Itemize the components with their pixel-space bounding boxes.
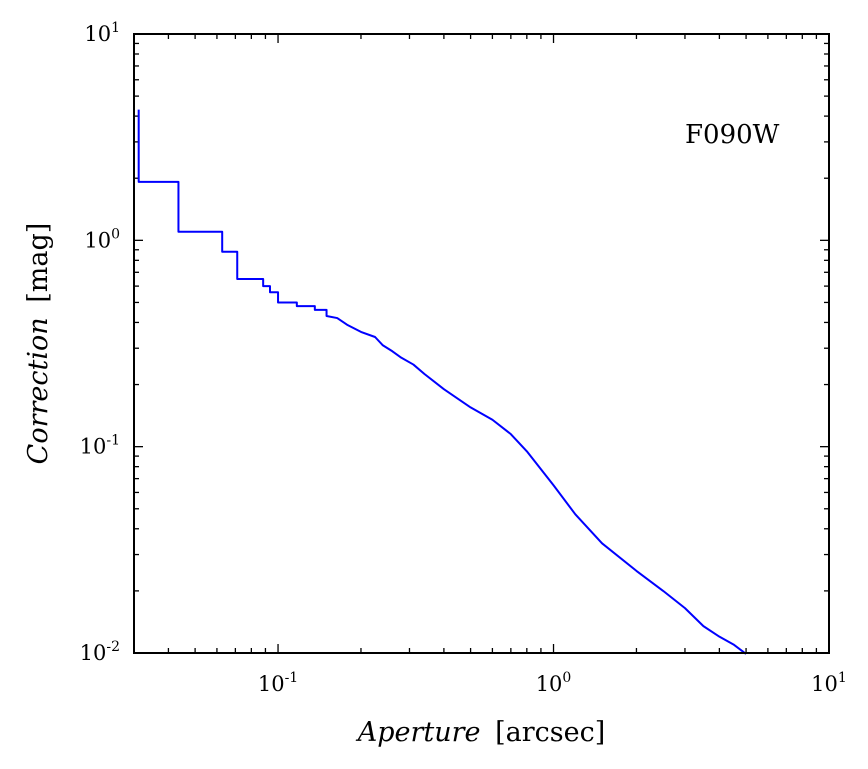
plot-frame (133, 33, 830, 654)
y-tick-label: 10-1 (80, 433, 120, 459)
x-axis-label-unit: [arcsec] (495, 717, 605, 748)
series-line (137, 109, 747, 655)
x-axis-label: Aperture [arcsec] (355, 717, 606, 748)
tick-labels: 10-1 100 101 10-2 10-1 100 101 (80, 20, 847, 696)
x-axis-label-name: Aperture (355, 717, 481, 748)
y-tick-label: 101 (84, 20, 120, 46)
y-tick-label: 10-2 (80, 639, 120, 665)
x-tick-label: 10-1 (258, 670, 298, 696)
y-axis-label: Correction [mag] (23, 223, 54, 465)
x-tick-label: 100 (536, 670, 572, 696)
y-axis-label-name: Correction (23, 317, 54, 464)
y-tick-label: 100 (84, 226, 120, 252)
x-tick-label: 101 (811, 670, 847, 696)
y-axis-label-unit: [mag] (23, 223, 54, 303)
filter-annotation: F090W (685, 120, 780, 150)
